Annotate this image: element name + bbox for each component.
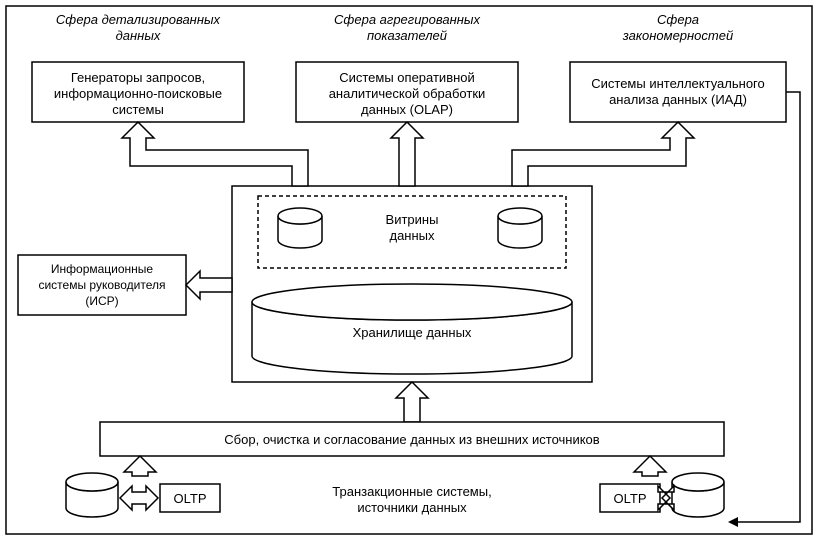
top-box-center-l3: данных (OLAP): [361, 102, 453, 117]
top-box-right-l1: Системы интеллектуального: [591, 76, 765, 91]
oltp-label-right: OLTP: [614, 491, 647, 506]
top-box-left-l2: информационно-поисковые: [54, 86, 222, 101]
arrow-to-isr: [186, 271, 232, 299]
isr-l1: Информационные: [51, 262, 154, 276]
arrow-source-up-left: [124, 456, 156, 476]
data-marts-label: Витрины: [386, 212, 439, 227]
data-marts-label: данных: [389, 228, 435, 243]
isr-l2: системы руководителя: [38, 278, 165, 292]
arrowhead-iad: [728, 517, 738, 527]
top-box-left-l3: системы: [112, 102, 164, 117]
arrow-main-to-right: [512, 122, 694, 186]
isr-l3: (ИСР): [85, 294, 118, 308]
header-left: Сфера детализированных: [56, 12, 221, 27]
top-box-right-l2: анализа данных (ИАД): [609, 92, 747, 107]
mart-cylinder-left: [278, 208, 322, 248]
bottom-label: Транзакционные системы,: [332, 484, 491, 499]
top-box-left-l1: Генераторы запросов,: [71, 70, 205, 85]
source-cylinder-left: [66, 473, 118, 517]
header-center: Сфера агрегированных: [334, 12, 481, 27]
header-right: закономерностей: [622, 28, 733, 43]
arrow-main-to-center: [391, 122, 423, 186]
top-box-center-l2: аналитической обработки: [329, 86, 486, 101]
warehouse-label: Хранилище данных: [353, 325, 472, 340]
arrow-main-to-left: [122, 122, 308, 186]
header-left: данных: [116, 28, 161, 43]
arrow-source-up-right: [634, 456, 666, 476]
bottom-label: источники данных: [357, 500, 467, 515]
oltp-label-left: OLTP: [174, 491, 207, 506]
line-iad-to-source: [736, 92, 800, 522]
header-center: показателей: [367, 28, 447, 43]
header-right: Сфера: [657, 12, 699, 27]
arrow-lr-left: [120, 486, 158, 510]
collect-label: Сбор, очистка и согласование данных из в…: [224, 432, 599, 447]
top-box-center-l1: Системы оперативной: [339, 70, 475, 85]
mart-cylinder-right: [498, 208, 542, 248]
source-cylinder-right: [672, 473, 724, 517]
arrow-collect-to-main: [396, 382, 428, 422]
